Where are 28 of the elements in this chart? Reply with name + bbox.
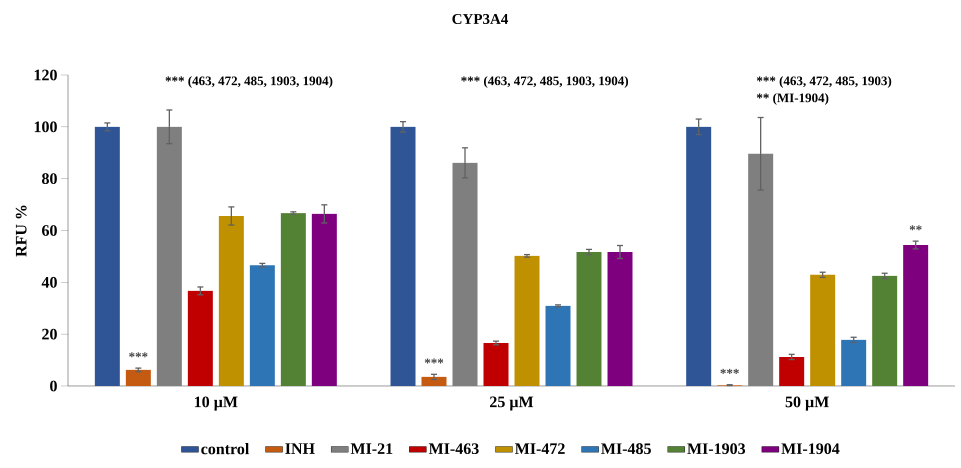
annotation: *** (463, 472, 485, 1903): [756, 76, 892, 88]
y-tick-label: 100: [34, 121, 57, 132]
legend-label: MI-472: [514, 443, 565, 454]
annotation: ***: [424, 358, 444, 364]
x-tick-label: 50 µM: [786, 396, 829, 411]
legend-label: MI-463: [428, 443, 479, 454]
y-tick-label: 0: [50, 380, 57, 392]
annotation: ***: [720, 368, 739, 374]
annotation: ***: [129, 352, 148, 358]
y-tick-label: 120: [34, 70, 57, 80]
legend-label: MI-485: [601, 443, 651, 454]
legend-label: MI-1903: [687, 443, 746, 454]
y-tick-label: 20: [42, 328, 57, 340]
y-tick-label: 60: [42, 225, 57, 236]
y-tick-label: 40: [42, 276, 57, 288]
y-tick-label: 80: [42, 173, 57, 184]
annotation: ** (MI-1904): [756, 93, 828, 105]
legend-label: control: [201, 443, 250, 454]
y-axis-title: RFU %: [16, 206, 27, 257]
annotation: *** (463, 472, 485, 1903, 1904): [166, 76, 332, 88]
legend-label: MI-21: [350, 443, 392, 454]
legend-label: INH: [285, 443, 315, 454]
annotation: *** (463, 472, 485, 1903, 1904): [461, 76, 628, 88]
x-tick-label: 25 µM: [490, 396, 534, 411]
x-tick-label: 10 µM: [194, 396, 238, 411]
annotation: **: [910, 225, 922, 230]
legend-label: MI-1904: [781, 443, 840, 454]
chart-title: CYP3A4: [452, 14, 508, 24]
